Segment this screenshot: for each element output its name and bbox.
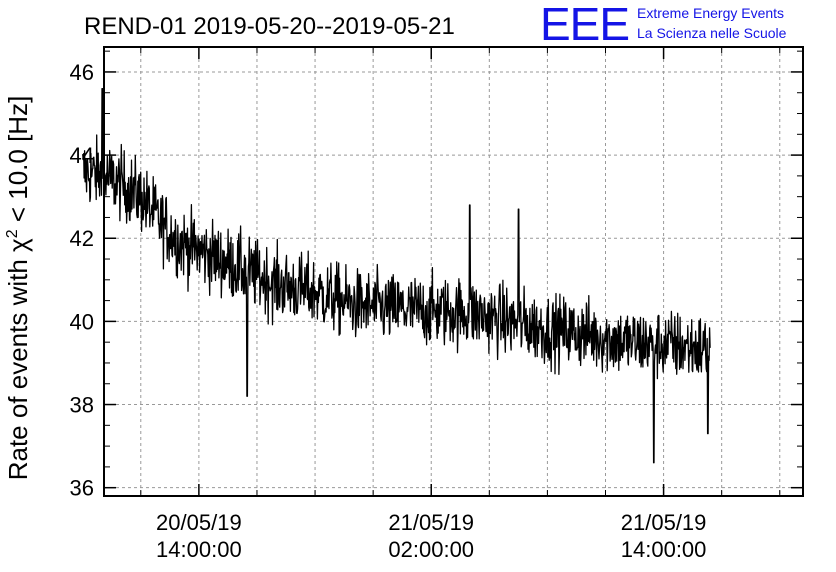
y-tick-label: 40 <box>70 309 94 334</box>
x-tick-label-date: 21/05/19 <box>388 510 474 535</box>
chart-title: REND-01 2019-05-20--2019-05-21 <box>84 13 455 40</box>
y-label-superscript: 2 <box>4 229 21 238</box>
x-tick-label-time: 14:00:00 <box>621 537 707 562</box>
y-label-prefix: Rate of events with <box>3 252 33 480</box>
eee-logo: EEE Extreme Energy Events La Scienza nel… <box>540 0 787 50</box>
x-tick-label-time: 02:00:00 <box>388 537 474 562</box>
grid <box>104 47 803 496</box>
logo-line-2: La Scienza nelle Scuole <box>637 25 787 41</box>
data-series <box>82 87 711 464</box>
y-label-chi: χ <box>3 238 33 252</box>
y-tick-label: 42 <box>70 226 94 251</box>
y-tick-label: 36 <box>70 476 94 501</box>
logo-mark: EEE <box>540 0 629 50</box>
x-tick-label-time: 14:00:00 <box>156 537 242 562</box>
plot-frame <box>103 46 804 497</box>
y-tick-label: 38 <box>70 393 94 418</box>
y-label-suffix: < 10.0 [Hz] <box>3 96 33 230</box>
y-tick-label: 46 <box>70 60 94 85</box>
tick-labels: 36384042444620/05/1914:00:0021/05/1902:0… <box>70 60 707 562</box>
y-axis-label: Rate of events with χ2 < 10.0 [Hz] <box>3 96 33 481</box>
x-tick-label-date: 21/05/19 <box>621 510 707 535</box>
y-tick-label: 44 <box>70 143 94 168</box>
logo-line-1: Extreme Energy Events <box>637 5 784 21</box>
series-line-rate <box>82 87 711 464</box>
x-tick-label-date: 20/05/19 <box>156 510 242 535</box>
